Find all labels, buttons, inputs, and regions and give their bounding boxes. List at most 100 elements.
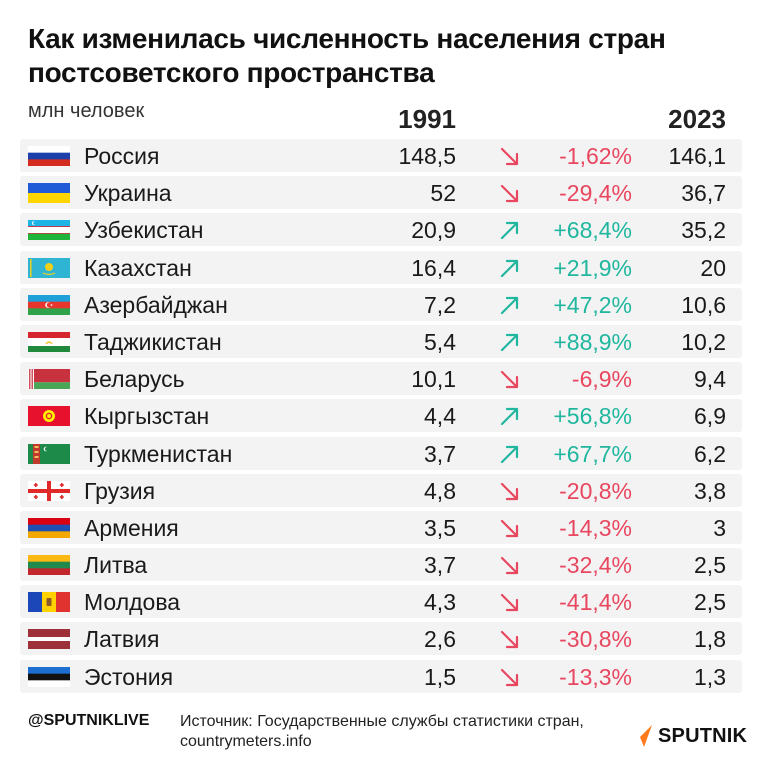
table-row: Эстония 1,5 -13,3% 1,3 bbox=[20, 659, 742, 693]
country-name: Украина bbox=[84, 180, 172, 207]
value-2023: 3,8 bbox=[694, 477, 726, 504]
units-label: млн человек bbox=[28, 100, 145, 122]
azerbaijan-flag bbox=[28, 294, 70, 315]
table-row: Грузия 4,8 -20,8% 3,8 bbox=[20, 473, 742, 507]
country-name: Таджикистан bbox=[84, 328, 222, 355]
value-1991: 16,4 bbox=[411, 254, 456, 281]
arrow-down-icon bbox=[498, 479, 522, 503]
value-2023: 3 bbox=[713, 514, 726, 541]
country-name: Азербайджан bbox=[84, 291, 228, 318]
change-percent: -6,9% bbox=[571, 366, 632, 393]
country-name: Узбекистан bbox=[84, 217, 204, 244]
country-name: Эстония bbox=[84, 663, 174, 690]
arrow-down-icon bbox=[498, 516, 522, 540]
georgia-flag bbox=[28, 480, 70, 501]
arrow-up-icon bbox=[498, 293, 522, 317]
value-1991: 4,3 bbox=[424, 589, 456, 616]
value-2023: 2,5 bbox=[694, 589, 726, 616]
table-row: Азербайджан 7,2 +47,2% 10,6 bbox=[20, 287, 742, 321]
value-2023: 1,8 bbox=[694, 626, 726, 653]
arrow-up-icon bbox=[498, 442, 522, 466]
column-header-2023: 2023 bbox=[668, 104, 726, 134]
sputnik-logo: SPUTNIK bbox=[628, 723, 747, 749]
table-row: Россия 148,5 -1,62% 146,1 bbox=[20, 139, 742, 172]
value-1991: 1,5 bbox=[424, 663, 456, 690]
arrow-down-icon bbox=[498, 627, 522, 651]
value-1991: 52 bbox=[430, 180, 456, 207]
column-header-1991: 1991 bbox=[398, 104, 456, 134]
estonia-flag bbox=[28, 666, 70, 687]
table-row: Туркменистан 3,7 +67,7% 6,2 bbox=[20, 436, 742, 470]
country-name: Молдова bbox=[84, 589, 181, 616]
country-name: Беларусь bbox=[84, 366, 185, 393]
value-2023: 10,6 bbox=[681, 291, 726, 318]
table-row: Казахстан 16,4 +21,9% 20 bbox=[20, 250, 742, 284]
ukraine-flag bbox=[28, 183, 70, 204]
uzbekistan-flag bbox=[28, 220, 70, 241]
table-row: Узбекистан 20,9 +68,4% 35,2 bbox=[20, 213, 742, 247]
source-note: Источник: Государственные службы статист… bbox=[180, 713, 584, 750]
change-percent: +68,4% bbox=[553, 217, 632, 244]
table-row: Латвия 2,6 -30,8% 1,8 bbox=[20, 622, 742, 656]
armenia-flag bbox=[28, 517, 70, 538]
value-1991: 3,7 bbox=[424, 440, 456, 467]
arrow-down-icon bbox=[498, 665, 522, 689]
country-name: Туркменистан bbox=[84, 440, 233, 467]
table-row: Беларусь 10,1 -6,9% 9,4 bbox=[20, 362, 742, 396]
value-1991: 20,9 bbox=[411, 217, 456, 244]
change-percent: +21,9% bbox=[553, 254, 632, 281]
turkmenistan-flag bbox=[28, 443, 70, 464]
russia-flag bbox=[28, 146, 70, 166]
value-2023: 6,9 bbox=[694, 403, 726, 430]
arrow-down-icon bbox=[498, 367, 522, 391]
arrow-up-icon bbox=[498, 404, 522, 428]
sputnik-logo-icon bbox=[630, 725, 652, 747]
change-percent: +47,2% bbox=[553, 291, 632, 318]
table-row: Армения 3,5 -14,3% 3 bbox=[20, 510, 742, 544]
value-2023: 36,7 bbox=[681, 180, 726, 207]
belarus-flag bbox=[28, 369, 70, 390]
table-row: Литва 3,7 -32,4% 2,5 bbox=[20, 548, 742, 582]
change-percent: -41,4% bbox=[559, 589, 632, 616]
value-1991: 7,2 bbox=[424, 291, 456, 318]
country-name: Россия bbox=[84, 143, 160, 169]
arrow-down-icon bbox=[498, 181, 522, 205]
footer-handle: @SPUTNIKLIVE bbox=[28, 712, 150, 729]
change-percent: -13,3% bbox=[559, 663, 632, 690]
tajikistan-flag bbox=[28, 331, 70, 352]
country-name: Латвия bbox=[84, 626, 160, 653]
change-percent: -29,4% bbox=[559, 180, 632, 207]
value-1991: 10,1 bbox=[411, 366, 456, 393]
table-row: Украина 52 -29,4% 36,7 bbox=[20, 176, 742, 210]
change-percent: -32,4% bbox=[559, 552, 632, 579]
arrow-down-icon bbox=[498, 144, 522, 168]
value-1991: 4,8 bbox=[424, 477, 456, 504]
value-2023: 9,4 bbox=[694, 366, 726, 393]
arrow-down-icon bbox=[498, 590, 522, 614]
country-name: Грузия bbox=[84, 477, 156, 504]
value-1991: 2,6 bbox=[424, 626, 456, 653]
table-row: Молдова 4,3 -41,4% 2,5 bbox=[20, 585, 742, 619]
value-1991: 5,4 bbox=[424, 328, 456, 355]
change-percent: -1,62% bbox=[559, 143, 632, 169]
value-1991: 3,5 bbox=[424, 514, 456, 541]
value-2023: 20 bbox=[700, 254, 726, 281]
page-title: Как изменилась численность населения стр… bbox=[28, 23, 666, 88]
value-2023: 1,3 bbox=[694, 663, 726, 690]
value-2023: 6,2 bbox=[694, 440, 726, 467]
value-2023: 35,2 bbox=[681, 217, 726, 244]
kazakhstan-flag bbox=[28, 257, 70, 278]
moldova-flag bbox=[28, 592, 70, 613]
value-2023: 146,1 bbox=[668, 143, 726, 169]
table-row: Кыргызстан 4,4 +56,8% 6,9 bbox=[20, 399, 742, 433]
country-name: Армения bbox=[84, 514, 179, 541]
country-name: Литва bbox=[84, 552, 148, 579]
change-percent: -30,8% bbox=[559, 626, 632, 653]
arrow-up-icon bbox=[498, 218, 522, 242]
value-2023: 2,5 bbox=[694, 552, 726, 579]
population-table: Россия 148,5 -1,62% 146,1 Украина 52 -29… bbox=[20, 139, 742, 697]
value-1991: 148,5 bbox=[398, 143, 456, 169]
kyrgyzstan-flag bbox=[28, 406, 70, 427]
value-2023: 10,2 bbox=[681, 328, 726, 355]
logo-text: SPUTNIK bbox=[658, 724, 748, 747]
